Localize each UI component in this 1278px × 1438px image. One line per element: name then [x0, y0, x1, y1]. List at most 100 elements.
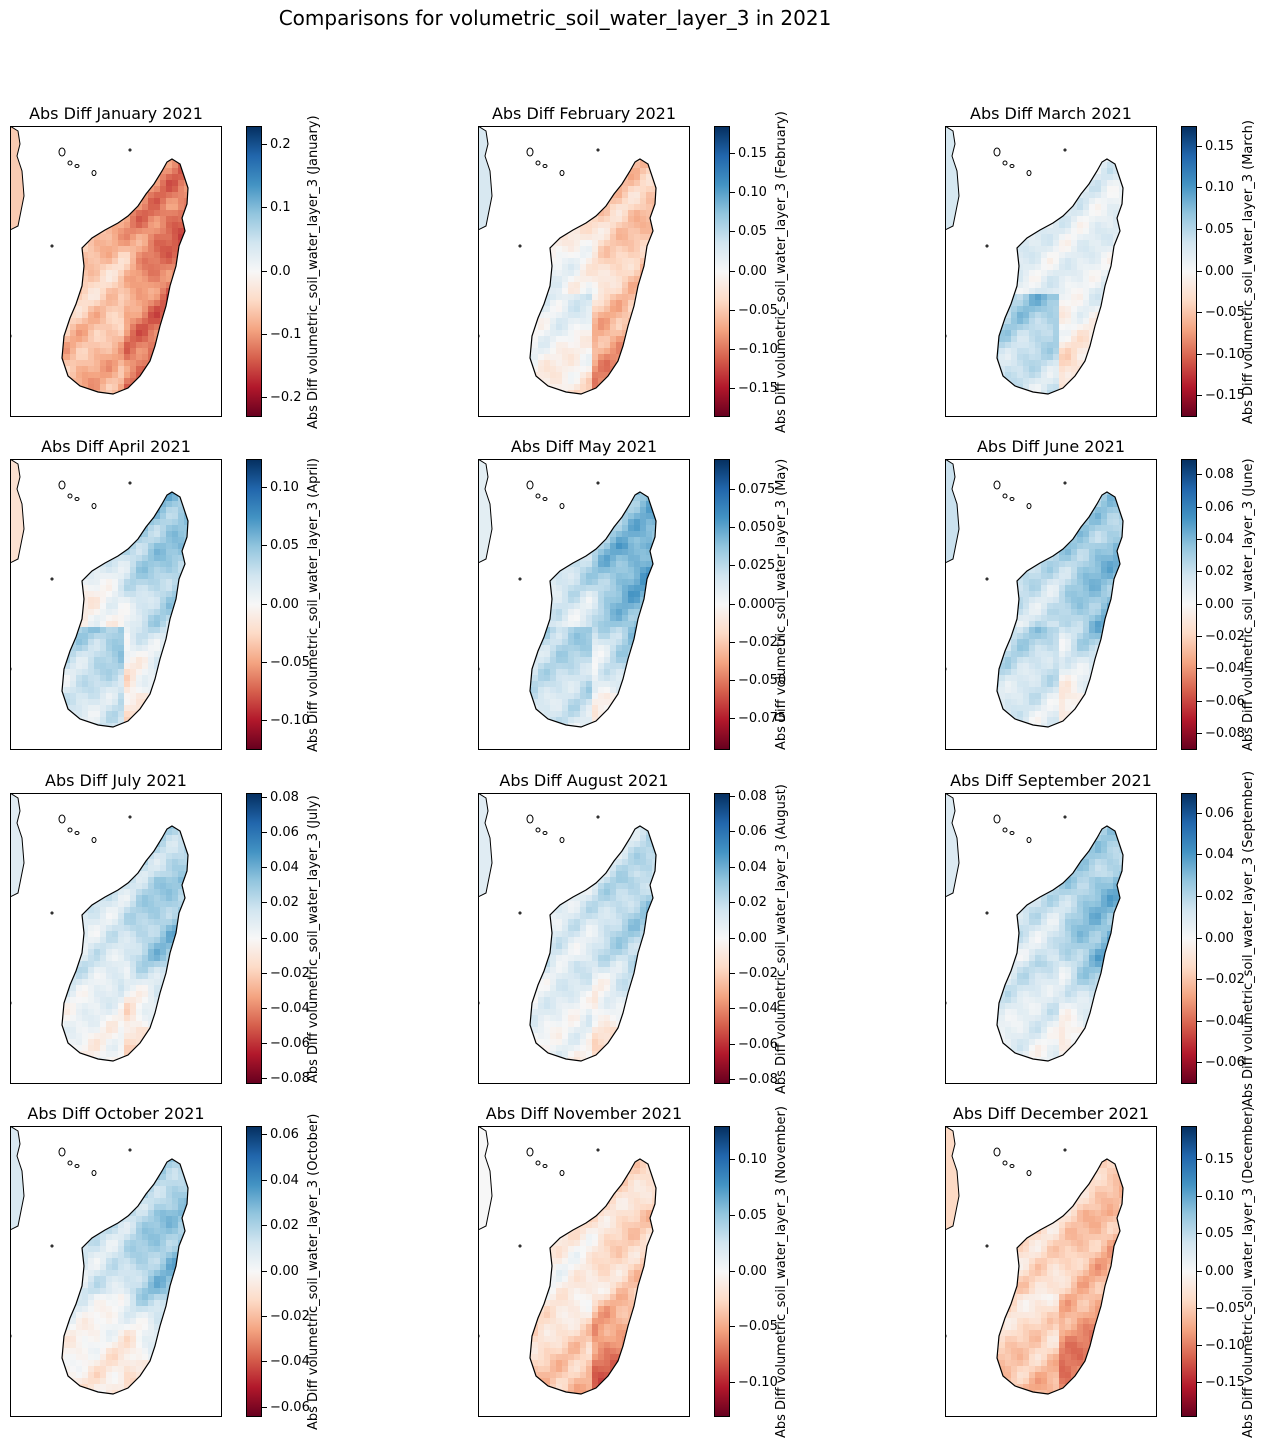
- heat-cell: [610, 240, 617, 247]
- heat-cell: [1047, 366, 1054, 373]
- heat-cell: [130, 669, 137, 676]
- heat-cell: [70, 318, 77, 325]
- heat-cell: [640, 222, 647, 229]
- heat-cell: [616, 252, 623, 259]
- heat-cell: [556, 657, 563, 664]
- heat-cell: [1041, 372, 1048, 379]
- heat-cell: [1017, 336, 1024, 343]
- heat-cell: [1095, 252, 1102, 259]
- heat-cell: [1041, 384, 1048, 391]
- heat-cell: [1041, 270, 1048, 277]
- heat-cell: [634, 525, 641, 532]
- colorbar-tick-label: 0.15: [1205, 139, 1234, 154]
- heat-cell: [1041, 246, 1048, 253]
- heat-cell: [112, 342, 119, 349]
- heat-cell: [124, 627, 131, 634]
- heat-cell: [172, 222, 179, 229]
- heat-cell: [562, 354, 569, 361]
- heat-cell: [586, 693, 593, 700]
- heat-cell: [130, 675, 137, 682]
- heat-cell: [1083, 234, 1090, 241]
- heat-cell: [88, 639, 95, 646]
- heat-cell: [1107, 234, 1114, 241]
- heat-cell: [1077, 240, 1084, 247]
- heat-cell: [160, 615, 167, 622]
- heat-cell: [634, 573, 641, 580]
- heat-cell: [100, 342, 107, 349]
- heat-cell: [118, 609, 125, 616]
- heat-cell: [604, 216, 611, 223]
- heat-cell: [550, 366, 557, 373]
- heat-cell: [118, 645, 125, 652]
- heat-cell: [622, 573, 629, 580]
- heat-cell: [646, 513, 653, 520]
- heat-cell: [88, 318, 95, 325]
- heat-cell: [604, 258, 611, 265]
- heat-cell: [562, 663, 569, 670]
- heat-cell: [1047, 360, 1054, 367]
- heat-cell: [616, 627, 623, 634]
- heat-cell: [118, 366, 125, 373]
- heat-cell: [1077, 258, 1084, 265]
- heat-cell: [598, 360, 605, 367]
- heat-cell: [88, 663, 95, 670]
- heat-cell: [640, 573, 647, 580]
- heat-cell: [616, 324, 623, 331]
- heat-cell: [154, 240, 161, 247]
- heat-cell: [574, 579, 581, 586]
- heat-cell: [118, 621, 125, 628]
- heat-cell: [1053, 234, 1060, 241]
- heat-cell: [124, 567, 131, 574]
- heat-cell: [1083, 336, 1090, 343]
- heat-cell: [136, 579, 143, 586]
- heat-cell: [574, 342, 581, 349]
- heat-cell: [154, 645, 161, 652]
- heat-cell: [610, 222, 617, 229]
- heat-cell: [1089, 186, 1096, 193]
- heat-cell: [136, 567, 143, 574]
- heat-cell: [622, 645, 629, 652]
- heat-cell: [118, 306, 125, 313]
- heat-cell: [106, 627, 113, 634]
- heat-cell: [1083, 318, 1090, 325]
- heat-cell: [628, 561, 635, 568]
- heat-cell: [610, 579, 617, 586]
- heat-cell: [130, 687, 137, 694]
- heat-cell: [166, 531, 173, 538]
- heat-cell: [1047, 348, 1054, 355]
- heat-cell: [124, 573, 131, 580]
- heat-cell: [556, 597, 563, 604]
- heat-cell: [130, 645, 137, 652]
- heat-cell: [610, 543, 617, 550]
- heat-cell: [136, 294, 143, 301]
- heat-cell: [154, 567, 161, 574]
- heat-cell: [118, 597, 125, 604]
- heat-cell: [592, 366, 599, 373]
- heat-cell: [130, 366, 137, 373]
- heat-cell: [616, 306, 623, 313]
- heat-cell: [568, 579, 575, 586]
- heat-cell: [598, 591, 605, 598]
- heat-cell: [136, 228, 143, 235]
- heat-cell: [610, 597, 617, 604]
- heat-cell: [640, 513, 647, 520]
- heat-cell: [568, 699, 575, 706]
- heat-cell: [142, 561, 149, 568]
- heat-cell: [142, 204, 149, 211]
- heat-cell: [142, 300, 149, 307]
- heat-cell: [562, 681, 569, 688]
- heat-cell: [142, 318, 149, 325]
- heat-cell: [94, 312, 101, 319]
- heat-cell: [1095, 174, 1102, 181]
- heat-cell: [598, 555, 605, 562]
- heat-cell: [610, 270, 617, 277]
- heat-cell: [556, 681, 563, 688]
- heat-cell: [538, 663, 545, 670]
- heat-cell: [1059, 288, 1066, 295]
- heat-cell: [1053, 348, 1060, 355]
- heat-cell: [592, 252, 599, 259]
- heat-cell: [628, 294, 635, 301]
- heat-cell: [148, 330, 155, 337]
- heat-cell: [112, 633, 119, 640]
